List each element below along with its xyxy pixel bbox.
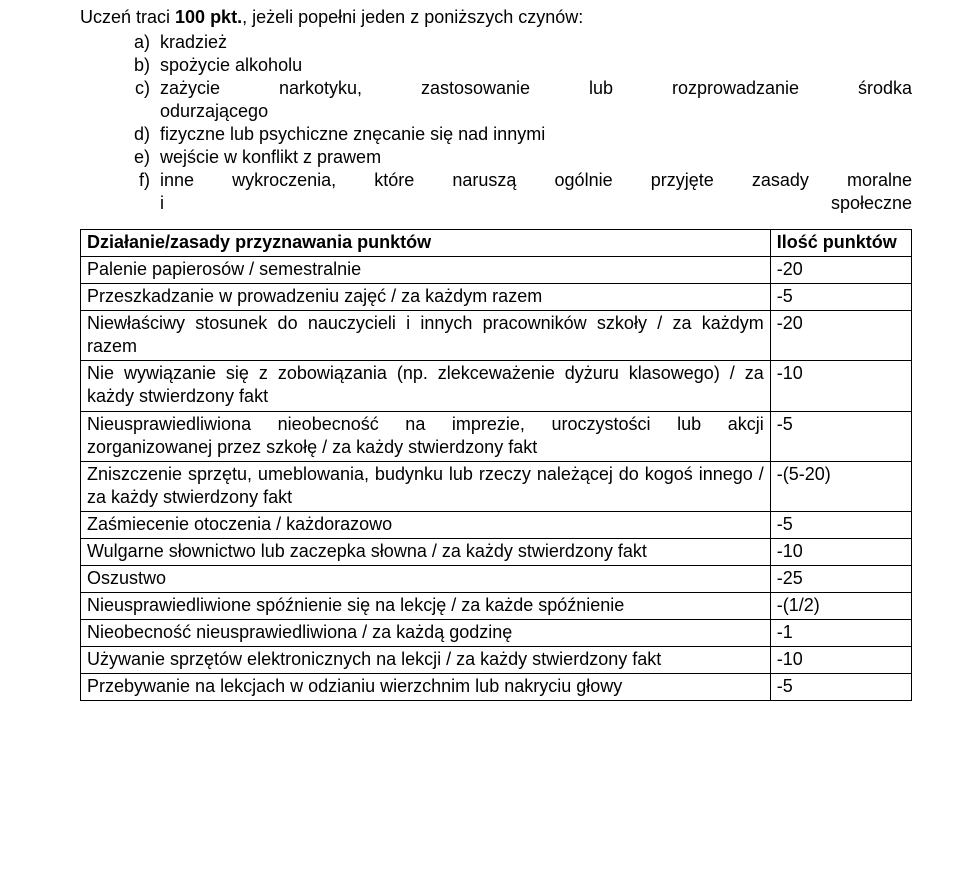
table-row: Nieusprawiedliwiona nieobecność na impre…: [81, 411, 912, 461]
list-marker: c): [80, 77, 160, 123]
table-cell-desc: Przeszkadzanie w prowadzeniu zajęć / za …: [81, 284, 771, 311]
table-cell-points: -25: [770, 565, 911, 592]
table-cell-points: -(5-20): [770, 461, 911, 511]
table-header-points: Ilość punktów: [770, 230, 911, 257]
table-header-row: Działanie/zasady przyznawania punktów Il…: [81, 230, 912, 257]
table-row: Zaśmiecenie otoczenia / każdorazowo-5: [81, 511, 912, 538]
list-text: kradzież: [160, 31, 912, 54]
offence-list-item: f)inne wykroczenia, które naruszą ogólni…: [80, 169, 912, 215]
table-cell-points: -20: [770, 257, 911, 284]
list-text: zażycie narkotyku, zastosowanie lub rozp…: [160, 77, 912, 123]
table-cell-points: -5: [770, 673, 911, 700]
table-row: Wulgarne słownictwo lub zaczepka słowna …: [81, 538, 912, 565]
table-cell-desc: Nie wywiązanie się z zobowiązania (np. z…: [81, 361, 771, 411]
table-cell-desc: Używanie sprzętów elektronicznych na lek…: [81, 646, 771, 673]
list-marker: b): [80, 54, 160, 77]
table-cell-points: -5: [770, 284, 911, 311]
table-cell-desc: Niewłaściwy stosunek do nauczycieli i in…: [81, 311, 771, 361]
offence-list-item: c)zażycie narkotyku, zastosowanie lub ro…: [80, 77, 912, 123]
points-table: Działanie/zasady przyznawania punktów Il…: [80, 229, 912, 701]
intro-paragraph: Uczeń traci 100 pkt., jeżeli popełni jed…: [80, 6, 912, 29]
table-cell-points: -(1/2): [770, 592, 911, 619]
table-cell-desc: Zaśmiecenie otoczenia / każdorazowo: [81, 511, 771, 538]
offence-list: a)kradzieżb)spożycie alkoholuc)zażycie n…: [80, 31, 912, 215]
table-row: Nie wywiązanie się z zobowiązania (np. z…: [81, 361, 912, 411]
table-cell-desc: Zniszczenie sprzętu, umeblowania, budynk…: [81, 461, 771, 511]
table-cell-desc: Przebywanie na lekcjach w odzianiu wierz…: [81, 673, 771, 700]
table-cell-desc: Nieusprawiedliwiona nieobecność na impre…: [81, 411, 771, 461]
list-text: inne wykroczenia, które naruszą ogólnie …: [160, 169, 912, 215]
table-cell-points: -20: [770, 311, 911, 361]
table-cell-desc: Nieusprawiedliwione spóźnienie się na le…: [81, 592, 771, 619]
intro-points-bold: 100 pkt.: [175, 7, 242, 27]
table-cell-desc: Nieobecność nieusprawiedliwiona / za każ…: [81, 619, 771, 646]
list-marker: a): [80, 31, 160, 54]
table-cell-desc: Wulgarne słownictwo lub zaczepka słowna …: [81, 538, 771, 565]
table-row: Przeszkadzanie w prowadzeniu zajęć / za …: [81, 284, 912, 311]
document-page: Uczeń traci 100 pkt., jeżeli popełni jed…: [0, 0, 960, 721]
list-text: spożycie alkoholu: [160, 54, 912, 77]
intro-prefix: Uczeń traci: [80, 7, 175, 27]
table-row: Nieusprawiedliwione spóźnienie się na le…: [81, 592, 912, 619]
table-row: Oszustwo-25: [81, 565, 912, 592]
table-cell-points: -10: [770, 538, 911, 565]
table-row: Używanie sprzętów elektronicznych na lek…: [81, 646, 912, 673]
list-marker: e): [80, 146, 160, 169]
table-row: Zniszczenie sprzętu, umeblowania, budynk…: [81, 461, 912, 511]
offence-list-item: e)wejście w konflikt z prawem: [80, 146, 912, 169]
offence-list-item: a)kradzież: [80, 31, 912, 54]
table-cell-points: -10: [770, 361, 911, 411]
table-row: Przebywanie na lekcjach w odzianiu wierz…: [81, 673, 912, 700]
offence-list-item: d)fizyczne lub psychiczne znęcanie się n…: [80, 123, 912, 146]
list-text: fizyczne lub psychiczne znęcanie się nad…: [160, 123, 912, 146]
table-row: Palenie papierosów / semestralnie-20: [81, 257, 912, 284]
table-row: Niewłaściwy stosunek do nauczycieli i in…: [81, 311, 912, 361]
table-cell-points: -5: [770, 411, 911, 461]
table-cell-points: -5: [770, 511, 911, 538]
table-cell-points: -1: [770, 619, 911, 646]
list-marker: f): [80, 169, 160, 215]
intro-suffix: , jeżeli popełni jeden z poniższych czyn…: [242, 7, 583, 27]
table-cell-points: -10: [770, 646, 911, 673]
offence-list-item: b)spożycie alkoholu: [80, 54, 912, 77]
table-cell-desc: Oszustwo: [81, 565, 771, 592]
table-header-desc: Działanie/zasady przyznawania punktów: [81, 230, 771, 257]
table-cell-desc: Palenie papierosów / semestralnie: [81, 257, 771, 284]
table-row: Nieobecność nieusprawiedliwiona / za każ…: [81, 619, 912, 646]
list-marker: d): [80, 123, 160, 146]
list-text: wejście w konflikt z prawem: [160, 146, 912, 169]
